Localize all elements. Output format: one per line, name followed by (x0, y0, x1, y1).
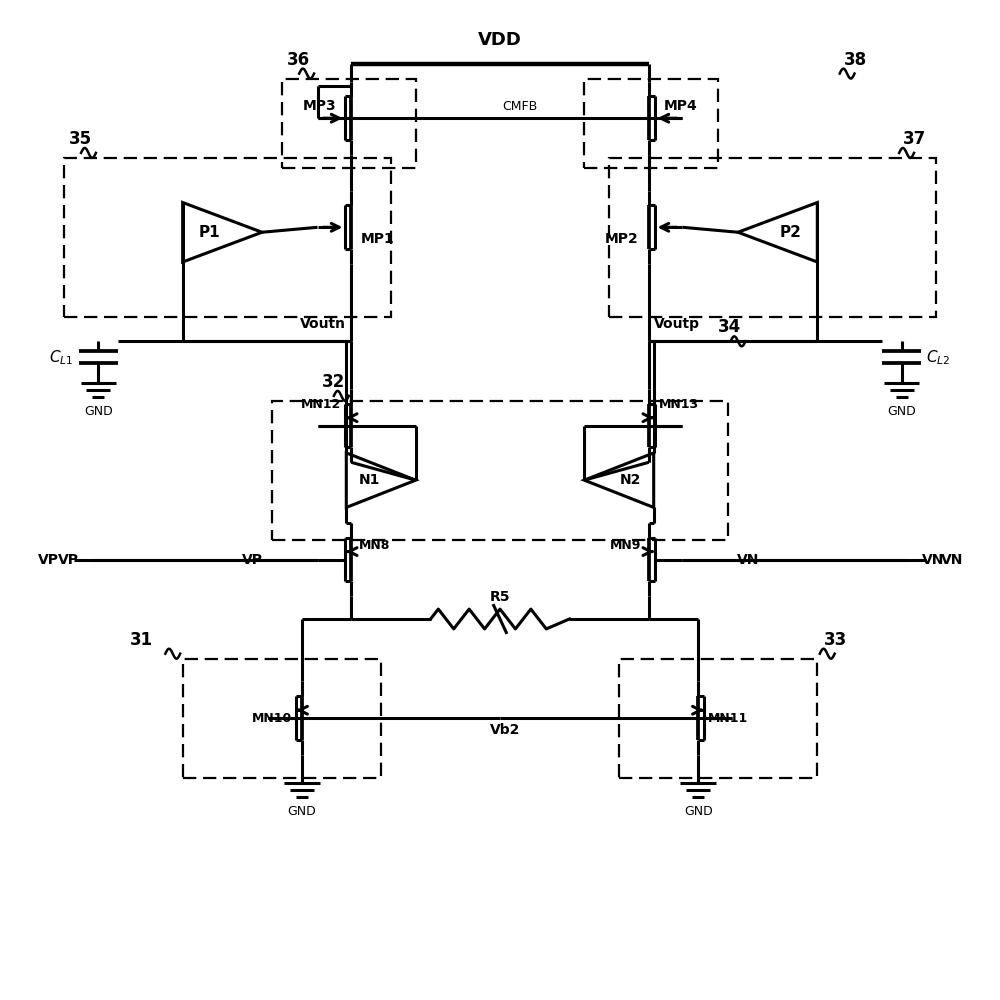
Bar (584, 79, 718, 168)
Text: GND: GND (84, 405, 113, 418)
Text: $C_{L1}$: $C_{L1}$ (49, 348, 74, 367)
Text: GND: GND (684, 805, 713, 818)
Text: 34: 34 (718, 318, 741, 336)
Bar (183, 659, 381, 778)
Text: MP2: MP2 (605, 232, 639, 246)
Text: VP: VP (38, 552, 59, 566)
Bar (272, 401, 728, 540)
Text: 35: 35 (69, 130, 92, 148)
Text: P2: P2 (780, 225, 802, 240)
Text: N2: N2 (620, 473, 641, 487)
Text: 32: 32 (322, 373, 345, 391)
Text: VP: VP (242, 552, 263, 566)
Text: VN: VN (921, 552, 944, 566)
Bar (64, 158, 391, 317)
Text: Voutp: Voutp (654, 317, 700, 331)
Text: MP4: MP4 (664, 99, 697, 113)
Text: MP1: MP1 (361, 232, 395, 246)
Text: MN11: MN11 (708, 712, 748, 725)
Text: MN13: MN13 (659, 398, 699, 411)
Text: R5: R5 (490, 590, 510, 604)
Text: 33: 33 (824, 631, 847, 649)
Text: VP: VP (58, 552, 79, 566)
Text: VN: VN (941, 552, 964, 566)
Bar (619, 659, 817, 778)
Text: 36: 36 (287, 51, 310, 69)
Text: Voutn: Voutn (300, 317, 346, 331)
Text: VDD: VDD (478, 31, 522, 49)
Text: 38: 38 (844, 51, 867, 69)
Text: MN9: MN9 (609, 539, 641, 552)
Text: MP3: MP3 (303, 99, 336, 113)
Bar (609, 158, 936, 317)
Text: N1: N1 (359, 473, 380, 487)
Text: MN8: MN8 (359, 539, 391, 552)
Text: Vb2: Vb2 (490, 723, 520, 737)
Text: P1: P1 (198, 225, 220, 240)
Bar (282, 79, 416, 168)
Text: VN: VN (737, 552, 759, 566)
Text: GND: GND (287, 805, 316, 818)
Text: $C_{L2}$: $C_{L2}$ (926, 348, 951, 367)
Text: MN12: MN12 (301, 398, 341, 411)
Text: MN10: MN10 (252, 712, 292, 725)
Text: 37: 37 (903, 130, 926, 148)
Text: CMFB: CMFB (502, 100, 537, 113)
Text: 31: 31 (130, 631, 153, 649)
Text: GND: GND (887, 405, 916, 418)
